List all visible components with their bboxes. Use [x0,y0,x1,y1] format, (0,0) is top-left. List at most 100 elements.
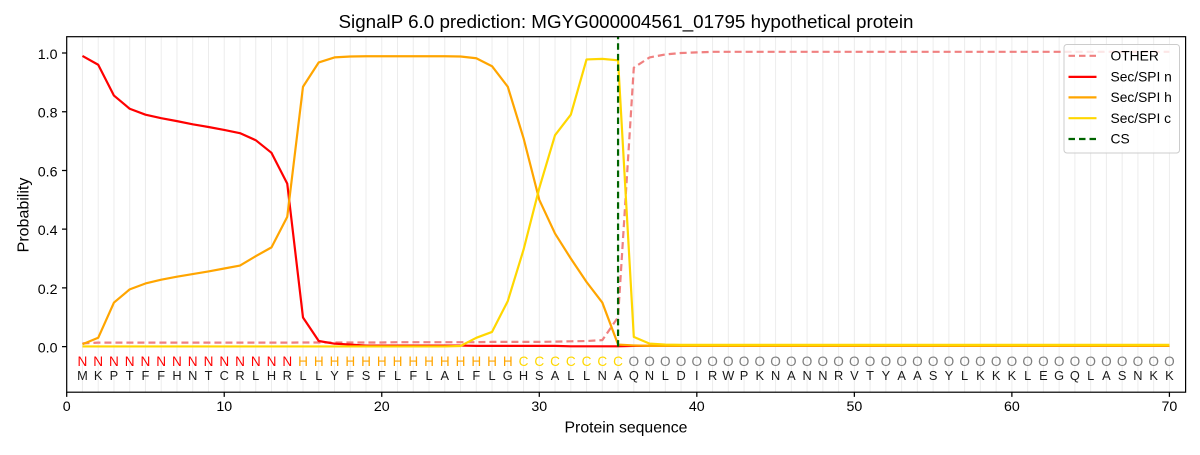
svg-text:O: O [991,354,1002,369]
svg-text:N: N [818,368,827,383]
svg-text:R: R [235,368,244,383]
svg-text:K: K [1149,368,1158,383]
svg-text:N: N [282,354,292,369]
svg-text:O: O [629,354,640,369]
svg-text:N: N [141,354,151,369]
svg-text:Q: Q [629,368,639,383]
svg-text:O: O [1007,354,1018,369]
svg-text:W: W [722,368,735,383]
svg-text:L: L [299,368,306,383]
svg-text:0.8: 0.8 [38,106,58,122]
svg-text:N: N [109,354,119,369]
svg-text:N: N [235,354,245,369]
svg-text:Y: Y [330,368,339,383]
svg-text:Sec/SPI h: Sec/SPI h [1111,90,1172,105]
svg-text:P: P [110,368,119,383]
svg-text:O: O [865,354,876,369]
svg-text:H: H [314,354,324,369]
svg-text:O: O [1070,354,1081,369]
svg-text:N: N [204,354,214,369]
svg-text:G: G [1054,368,1064,383]
svg-text:O: O [959,354,970,369]
svg-text:R: R [283,368,292,383]
svg-text:H: H [424,354,434,369]
svg-text:40: 40 [689,399,705,415]
svg-text:O: O [1054,354,1065,369]
svg-text:O: O [944,354,955,369]
svg-text:N: N [125,354,135,369]
svg-text:F: F [472,368,480,383]
svg-text:Probability: Probability [16,178,33,253]
svg-text:Sec/SPI c: Sec/SPI c [1111,111,1172,126]
svg-text:H: H [393,354,403,369]
svg-text:E: E [1039,368,1048,383]
svg-text:C: C [582,354,592,369]
svg-text:O: O [833,354,844,369]
svg-text:N: N [1133,368,1142,383]
svg-text:0: 0 [63,399,71,415]
svg-text:N: N [188,368,197,383]
svg-text:F: F [157,368,165,383]
svg-text:A: A [551,368,560,383]
svg-text:O: O [644,354,655,369]
svg-text:R: R [834,368,843,383]
svg-text:H: H [361,354,371,369]
svg-text:O: O [723,354,734,369]
svg-text:A: A [897,368,906,383]
svg-text:V: V [850,368,859,383]
svg-text:G: G [503,368,513,383]
svg-text:O: O [849,354,860,369]
svg-text:O: O [786,354,797,369]
svg-text:0.6: 0.6 [38,164,58,180]
svg-text:O: O [660,354,671,369]
svg-text:O: O [1133,354,1144,369]
svg-text:C: C [550,354,560,369]
svg-text:O: O [692,354,703,369]
svg-text:H: H [408,354,418,369]
svg-text:L: L [425,368,432,383]
svg-text:L: L [457,368,464,383]
svg-text:M: M [77,368,88,383]
svg-text:CS: CS [1111,132,1130,147]
svg-text:L: L [488,368,495,383]
svg-text:1.0: 1.0 [38,47,58,63]
svg-text:T: T [866,368,874,383]
svg-text:N: N [771,368,780,383]
svg-text:K: K [992,368,1001,383]
svg-text:Protein sequence: Protein sequence [565,420,688,437]
svg-text:20: 20 [374,399,390,415]
svg-text:O: O [755,354,766,369]
svg-text:P: P [740,368,749,383]
svg-text:K: K [1008,368,1017,383]
svg-text:O: O [1022,354,1033,369]
svg-text:O: O [928,354,939,369]
svg-text:S: S [929,368,938,383]
svg-text:O: O [1164,354,1175,369]
svg-text:L: L [583,368,590,383]
svg-text:O: O [1085,354,1096,369]
svg-text:N: N [802,368,811,383]
svg-text:0.4: 0.4 [38,223,58,239]
svg-text:N: N [93,354,103,369]
svg-text:H: H [471,354,481,369]
svg-text:O: O [975,354,986,369]
svg-text:F: F [409,368,417,383]
svg-text:N: N [219,354,229,369]
svg-text:H: H [440,354,450,369]
svg-text:N: N [188,354,198,369]
svg-text:O: O [896,354,907,369]
svg-text:O: O [676,354,687,369]
svg-text:N: N [645,368,654,383]
svg-text:C: C [519,354,529,369]
svg-text:L: L [961,368,968,383]
svg-text:A: A [614,368,623,383]
svg-text:K: K [756,368,765,383]
svg-text:0.2: 0.2 [38,282,58,298]
svg-text:R: R [708,368,717,383]
svg-text:L: L [1024,368,1031,383]
svg-text:H: H [487,354,497,369]
svg-text:C: C [220,368,229,383]
svg-text:N: N [156,354,166,369]
svg-text:Y: Y [882,368,891,383]
svg-text:F: F [378,368,386,383]
